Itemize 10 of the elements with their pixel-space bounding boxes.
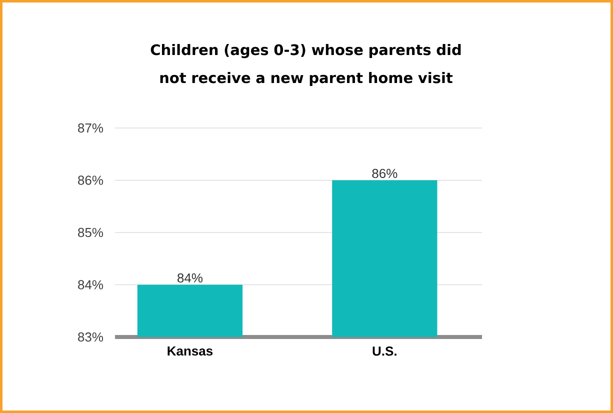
x-tick-label: Kansas bbox=[168, 346, 213, 356]
y-tick-label: 87% bbox=[78, 123, 104, 133]
chart-title: Children (ages 0-3) whose parents did not receive a new parent home visit bbox=[150, 44, 461, 86]
y-tick-label: 84% bbox=[78, 280, 104, 290]
y-tick-label: 86% bbox=[78, 176, 104, 185]
data-label: 86% bbox=[372, 168, 398, 178]
y-tick-label: 85% bbox=[78, 228, 104, 238]
x-tick-label: U.S. bbox=[372, 346, 396, 356]
y-tick-label: 83% bbox=[78, 332, 104, 342]
data-label: 84% bbox=[178, 273, 203, 283]
